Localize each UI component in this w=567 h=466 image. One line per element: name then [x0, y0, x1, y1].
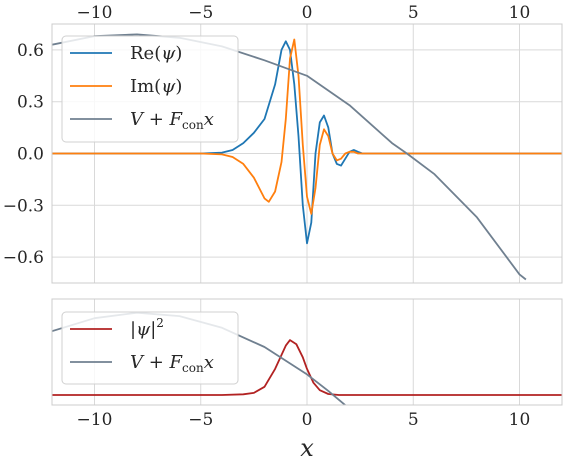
top-series-line-0	[52, 40, 562, 245]
top-legend-box	[61, 35, 239, 143]
bottom-x-tick-label: −10	[77, 410, 113, 430]
bottom-x-tick-label: 10	[509, 410, 531, 430]
top-series-line-1	[52, 38, 562, 215]
top-legend-label: Re(ψ)	[130, 43, 182, 64]
top-y-tick-label: 0.6	[17, 41, 44, 61]
top-x-tick-label: −10	[77, 3, 113, 23]
top-y-tick-label: −0.6	[3, 248, 44, 268]
top-y-tick-label: 0.3	[17, 93, 44, 113]
bottom-x-tick-label: 5	[408, 410, 419, 430]
x-axis-label: x	[300, 434, 314, 461]
top-x-tick-label: 0	[302, 3, 313, 23]
bottom-legend: |ψ|2 V + Fconx	[61, 311, 239, 385]
top-x-tick-label: 5	[408, 3, 419, 23]
top-series-group	[52, 33, 562, 281]
top-x-tick-label: −5	[188, 3, 213, 23]
top-panel: −10 −5 0 5 10 0.6 0.3 0.0 −0.3 −0.6 Re(ψ) Im(ψ) V + …	[3, 3, 563, 284]
bottom-x-tick-label: 0	[302, 410, 313, 430]
bottom-legend-box	[61, 311, 239, 385]
top-y-tick-label: −0.3	[3, 196, 44, 216]
top-x-tick-label: 10	[509, 3, 531, 23]
top-series-line-2	[52, 33, 527, 281]
bottom-frame	[51, 298, 563, 406]
bottom-legend-label: |ψ|2	[130, 316, 164, 340]
bottom-legend-label: V + Fconx	[130, 352, 214, 375]
bottom-panel: −10 −5 0 5 10 |ψ|2 V + Fconx	[51, 298, 563, 430]
top-legend-label: V + Fconx	[130, 109, 214, 132]
bottom-x-tick-label: −5	[188, 410, 213, 430]
top-legend-label: Im(ψ)	[130, 76, 182, 97]
top-legend: Re(ψ) Im(ψ) V + Fconx	[61, 35, 239, 143]
top-y-tick-label: 0.0	[17, 145, 44, 165]
top-frame	[51, 23, 563, 284]
